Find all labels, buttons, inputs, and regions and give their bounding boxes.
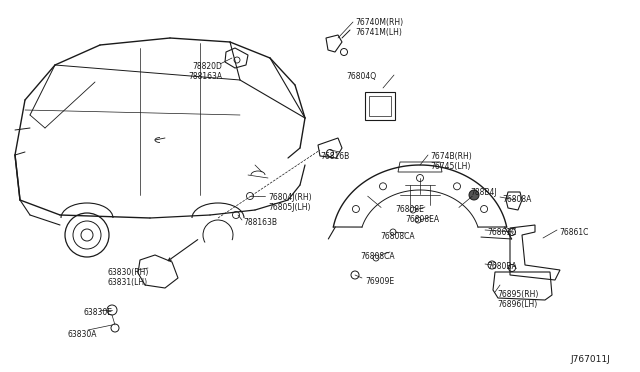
Text: 76896(LH): 76896(LH)	[497, 300, 537, 309]
Text: 76861C: 76861C	[487, 228, 516, 237]
Text: 63830(RH): 63830(RH)	[108, 268, 149, 277]
Text: 76805J(LH): 76805J(LH)	[268, 203, 310, 212]
Text: 78820D: 78820D	[192, 62, 222, 71]
Text: 76808E: 76808E	[395, 205, 424, 214]
Text: J767011J: J767011J	[570, 355, 610, 364]
Text: 76816B: 76816B	[320, 152, 349, 161]
Text: 76804J(RH): 76804J(RH)	[268, 193, 312, 202]
Text: 788163A: 788163A	[188, 72, 222, 81]
Circle shape	[469, 190, 479, 200]
Text: 76804Q: 76804Q	[346, 72, 376, 81]
Text: 63831(LH): 63831(LH)	[108, 278, 148, 287]
Text: 63830A: 63830A	[68, 330, 97, 339]
Text: 76745(LH): 76745(LH)	[430, 162, 470, 171]
Text: 63830E: 63830E	[83, 308, 112, 317]
Text: 76808CA: 76808CA	[360, 252, 395, 261]
Text: 7674B(RH): 7674B(RH)	[430, 152, 472, 161]
Text: 76808A: 76808A	[502, 195, 531, 204]
Text: 76741M(LH): 76741M(LH)	[355, 28, 402, 37]
Text: 788163B: 788163B	[243, 218, 277, 227]
Text: 76895(RH): 76895(RH)	[497, 290, 538, 299]
Text: 76808EA: 76808EA	[405, 215, 439, 224]
Text: 7680BA: 7680BA	[487, 262, 516, 271]
Text: 788B4J: 788B4J	[470, 188, 497, 197]
Text: 76861C: 76861C	[559, 228, 588, 237]
Text: 76740M(RH): 76740M(RH)	[355, 18, 403, 27]
Text: 76909E: 76909E	[365, 277, 394, 286]
Text: 76808CA: 76808CA	[380, 232, 415, 241]
